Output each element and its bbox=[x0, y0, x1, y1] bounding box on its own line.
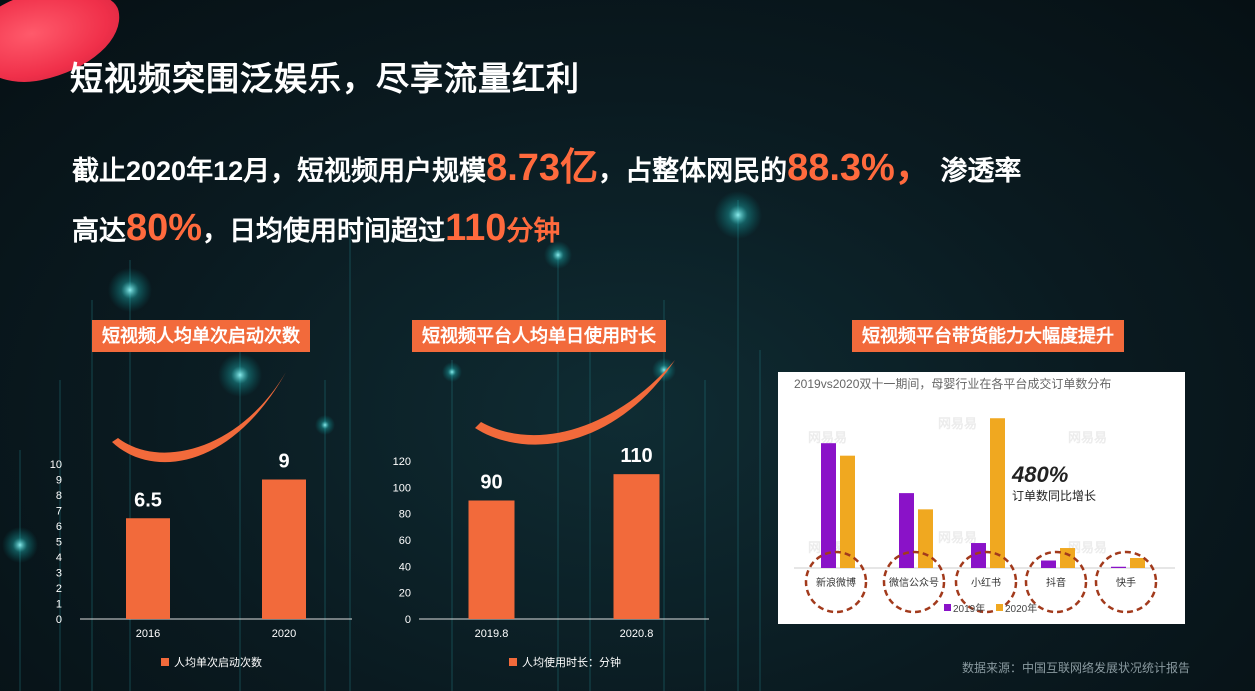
legend-label: 人均单次启动次数 bbox=[174, 655, 262, 669]
y-tick-label: 20 bbox=[399, 588, 411, 600]
data-label: 9 bbox=[278, 451, 289, 473]
bar bbox=[899, 493, 914, 568]
legend-label: 人均使用时长：分钟 bbox=[522, 655, 621, 669]
bar bbox=[126, 518, 170, 619]
minutes-value: 110 bbox=[445, 207, 507, 249]
legend-swatch bbox=[509, 658, 517, 666]
legend-swatch bbox=[161, 658, 169, 666]
y-tick-label: 60 bbox=[399, 535, 411, 547]
minutes-unit: 分钟 bbox=[506, 216, 561, 246]
chart3-orders: 2019vs2020双十一期间，母婴行业在各平台成交订单数分布网易易网易易网易易… bbox=[794, 376, 1175, 615]
legend-swatch bbox=[944, 604, 951, 611]
legend-label: 2020年 bbox=[1005, 602, 1037, 615]
bar bbox=[262, 479, 306, 619]
highlight-circle bbox=[1094, 550, 1158, 614]
y-tick-label: 80 bbox=[399, 509, 411, 521]
x-tick-label: 2019.8 bbox=[475, 628, 509, 640]
y-tick-label: 120 bbox=[393, 456, 411, 468]
y-tick-label: 7 bbox=[56, 506, 62, 518]
page-title: 短视频突围泛娱乐，尽享流量红利 bbox=[70, 60, 580, 97]
watermark-text: 网易易 bbox=[938, 530, 977, 545]
y-tick-label: 8 bbox=[56, 490, 62, 502]
y-tick-label: 100 bbox=[393, 482, 411, 494]
x-tick-label: 新浪微博 bbox=[816, 576, 856, 589]
chart1-title: 短视频人均单次启动次数 bbox=[92, 320, 310, 352]
annotation-text: 订单数同比增长 bbox=[1012, 488, 1096, 503]
penetration-value: 80% bbox=[126, 207, 203, 249]
y-tick-label: 40 bbox=[399, 561, 411, 573]
x-tick-label: 小红书 bbox=[971, 576, 1001, 589]
chart2-daily-time: 0 20 40 60 80 100 120 90 2019.8 110 2020.8 人均使用时长：分… bbox=[393, 360, 709, 669]
bar bbox=[840, 455, 855, 568]
chart2-title: 短视频平台人均单日使用时长 bbox=[412, 320, 666, 352]
bar bbox=[918, 509, 933, 568]
watermark-text: 网易易 bbox=[1068, 430, 1107, 445]
source-note: 数据来源：中国互联网络发展状况统计报告 bbox=[962, 661, 1191, 675]
highlight-circle bbox=[804, 550, 868, 614]
bar bbox=[821, 443, 836, 568]
x-tick-label: 2020.8 bbox=[620, 628, 654, 640]
share-value: 88.3%， bbox=[787, 147, 933, 189]
bar bbox=[990, 418, 1005, 568]
y-tick-label: 6 bbox=[56, 521, 62, 533]
bar bbox=[1130, 558, 1145, 568]
bar bbox=[1060, 548, 1075, 568]
x-tick-label: 抖音 bbox=[1046, 576, 1066, 589]
bar bbox=[971, 543, 986, 568]
y-tick-label: 2 bbox=[56, 583, 62, 595]
chart3-subtitle: 2019vs2020双十一期间，母婴行业在各平台成交订单数分布 bbox=[794, 376, 1111, 391]
bar bbox=[468, 500, 515, 619]
legend-label: 2019年 bbox=[953, 602, 985, 615]
x-tick-label: 微信公众号 bbox=[889, 576, 939, 589]
watermark-text: 网易易 bbox=[938, 416, 977, 431]
curved-arrow-icon bbox=[112, 372, 286, 463]
chart1-launches: 0 1 2 3 4 5 6 7 8 9 10 6.5 2016 9 2020 人均单次启动次数 bbox=[50, 372, 352, 669]
curved-arrow-icon bbox=[475, 360, 675, 445]
data-label: 90 bbox=[480, 472, 502, 494]
bar bbox=[613, 474, 660, 619]
chart3-title: 短视频平台带货能力大幅度提升 bbox=[852, 320, 1124, 352]
y-tick-label: 9 bbox=[56, 475, 62, 487]
bar bbox=[1111, 566, 1126, 568]
watermark-text: 网易易 bbox=[1068, 540, 1107, 555]
users-value: 8.73亿 bbox=[486, 147, 599, 189]
y-tick-label: 0 bbox=[56, 614, 62, 626]
y-tick-label: 3 bbox=[56, 568, 62, 580]
legend-swatch bbox=[996, 604, 1003, 611]
y-tick-label: 1 bbox=[56, 599, 62, 611]
y-tick-label: 5 bbox=[56, 537, 62, 549]
watermark-text: 网易易 bbox=[808, 430, 847, 445]
highlight-circle bbox=[954, 550, 1018, 614]
x-tick-label: 2016 bbox=[136, 628, 160, 640]
data-label: 110 bbox=[620, 445, 652, 467]
y-tick-label: 4 bbox=[56, 552, 62, 564]
chart3-panel: 2019vs2020双十一期间，母婴行业在各平台成交订单数分布 网易易 网易易 网易易… bbox=[778, 372, 1185, 624]
x-tick-label: 2020 bbox=[272, 628, 296, 640]
annotation-value: 480% bbox=[1011, 462, 1068, 487]
data-label: 6.5 bbox=[134, 489, 162, 511]
y-tick-label: 0 bbox=[405, 614, 411, 626]
headline-text: 截止2020年12月，短视频用户规模8.73亿，占整体网民的88.3%， 渗透率… bbox=[72, 147, 1022, 249]
highlight-circle bbox=[1024, 550, 1088, 614]
x-tick-label: 快手 bbox=[1116, 576, 1136, 589]
highlight-circle bbox=[882, 550, 946, 614]
bar bbox=[1041, 560, 1056, 568]
y-tick-label: 10 bbox=[50, 459, 62, 471]
